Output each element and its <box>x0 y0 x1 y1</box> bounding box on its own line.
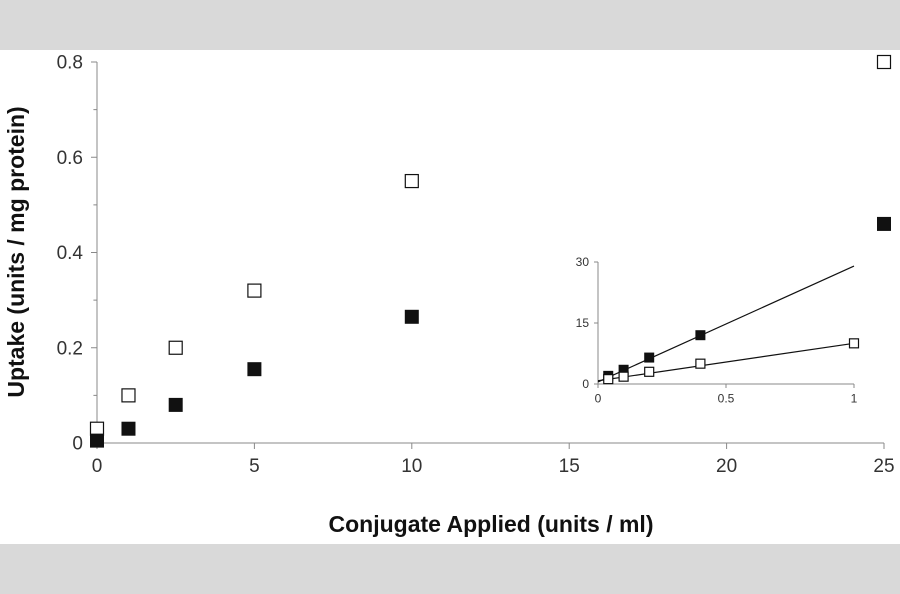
inset-y-tick-label: 15 <box>576 316 590 330</box>
bottom-margin-band <box>0 544 900 594</box>
open-square-point <box>168 340 183 355</box>
open-square-point <box>404 173 419 189</box>
open-square-point <box>876 54 892 70</box>
filled-square-point <box>121 421 136 436</box>
y-tick-label: 0 <box>72 434 83 455</box>
inset-fit-line <box>597 265 855 383</box>
x-tick-label: 10 <box>401 456 422 477</box>
filled-square-point <box>90 433 104 448</box>
x-axis-label: Conjugate Applied (units / ml) <box>329 511 654 537</box>
inset-y-tick-label: 30 <box>576 255 590 269</box>
filled-square-point <box>404 309 419 324</box>
chart-panel <box>0 50 900 544</box>
inset-open-square-point <box>603 374 614 385</box>
filled-square-point <box>877 216 891 231</box>
main-axes: 00.20.40.60.80 5 10 15 20 25 <box>57 53 895 478</box>
inset-y-tick-label: 0 <box>582 377 589 391</box>
inset-open-square-point <box>644 366 655 377</box>
inset-axes: 0 15 30 0 0.5 1 <box>576 255 858 405</box>
x-tick-label: 25 <box>873 456 894 477</box>
open-square-point <box>89 421 105 436</box>
inset-filled-square-point <box>644 352 655 363</box>
inset-filled-square-point <box>695 330 706 341</box>
x-tick-label: 0 <box>92 456 103 477</box>
inset-open-square-point <box>695 358 706 369</box>
main-data-points <box>89 54 892 448</box>
x-tick-label: 5 <box>249 456 260 477</box>
inset-x-tick-label: 0 <box>595 392 602 406</box>
inset-x-tick-label: 1 <box>851 392 858 406</box>
inset-chart: 0 15 30 0 0.5 1 <box>576 255 860 406</box>
inset-data-points <box>597 265 860 385</box>
x-tick-label: 15 <box>559 456 580 477</box>
filled-square-point <box>247 362 262 377</box>
top-margin-band <box>0 0 900 50</box>
open-square-point <box>121 388 136 403</box>
y-axis-label: Uptake (units / mg protein) <box>3 106 29 397</box>
x-tick-label: 20 <box>716 456 737 477</box>
y-tick-label: 0.8 <box>57 53 83 74</box>
inset-x-tick-label: 0.5 <box>718 392 735 406</box>
y-tick-label: 0.6 <box>57 148 83 169</box>
open-square-point <box>247 283 262 298</box>
y-tick-label: 0.4 <box>57 243 84 264</box>
inset-open-square-point <box>618 371 629 382</box>
inset-open-square-point <box>848 338 860 349</box>
inset-fit-line <box>597 342 855 382</box>
y-tick-label: 0.2 <box>57 338 83 359</box>
filled-square-point <box>168 397 183 412</box>
